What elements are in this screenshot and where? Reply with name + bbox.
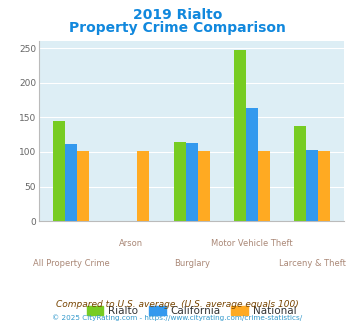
Text: Larceny & Theft: Larceny & Theft — [279, 259, 346, 268]
Bar — [318, 151, 331, 221]
Text: Motor Vehicle Theft: Motor Vehicle Theft — [211, 239, 293, 248]
Text: 2019 Rialto: 2019 Rialto — [133, 8, 222, 22]
Bar — [53, 121, 65, 221]
Text: Burglary: Burglary — [174, 259, 210, 268]
Legend: Rialto, California, National: Rialto, California, National — [82, 302, 301, 320]
Bar — [198, 151, 210, 221]
Text: All Property Crime: All Property Crime — [33, 259, 109, 268]
Bar — [77, 151, 89, 221]
Bar — [294, 126, 306, 221]
Bar — [246, 108, 258, 221]
Text: Compared to U.S. average. (U.S. average equals 100): Compared to U.S. average. (U.S. average … — [56, 300, 299, 309]
Bar — [258, 151, 270, 221]
Bar — [306, 150, 318, 221]
Bar — [174, 142, 186, 221]
Bar — [234, 50, 246, 221]
Text: Property Crime Comparison: Property Crime Comparison — [69, 21, 286, 35]
Bar — [137, 151, 149, 221]
Bar — [65, 144, 77, 221]
Bar — [186, 143, 198, 221]
Text: Arson: Arson — [119, 239, 143, 248]
Text: © 2025 CityRating.com - https://www.cityrating.com/crime-statistics/: © 2025 CityRating.com - https://www.city… — [53, 314, 302, 321]
